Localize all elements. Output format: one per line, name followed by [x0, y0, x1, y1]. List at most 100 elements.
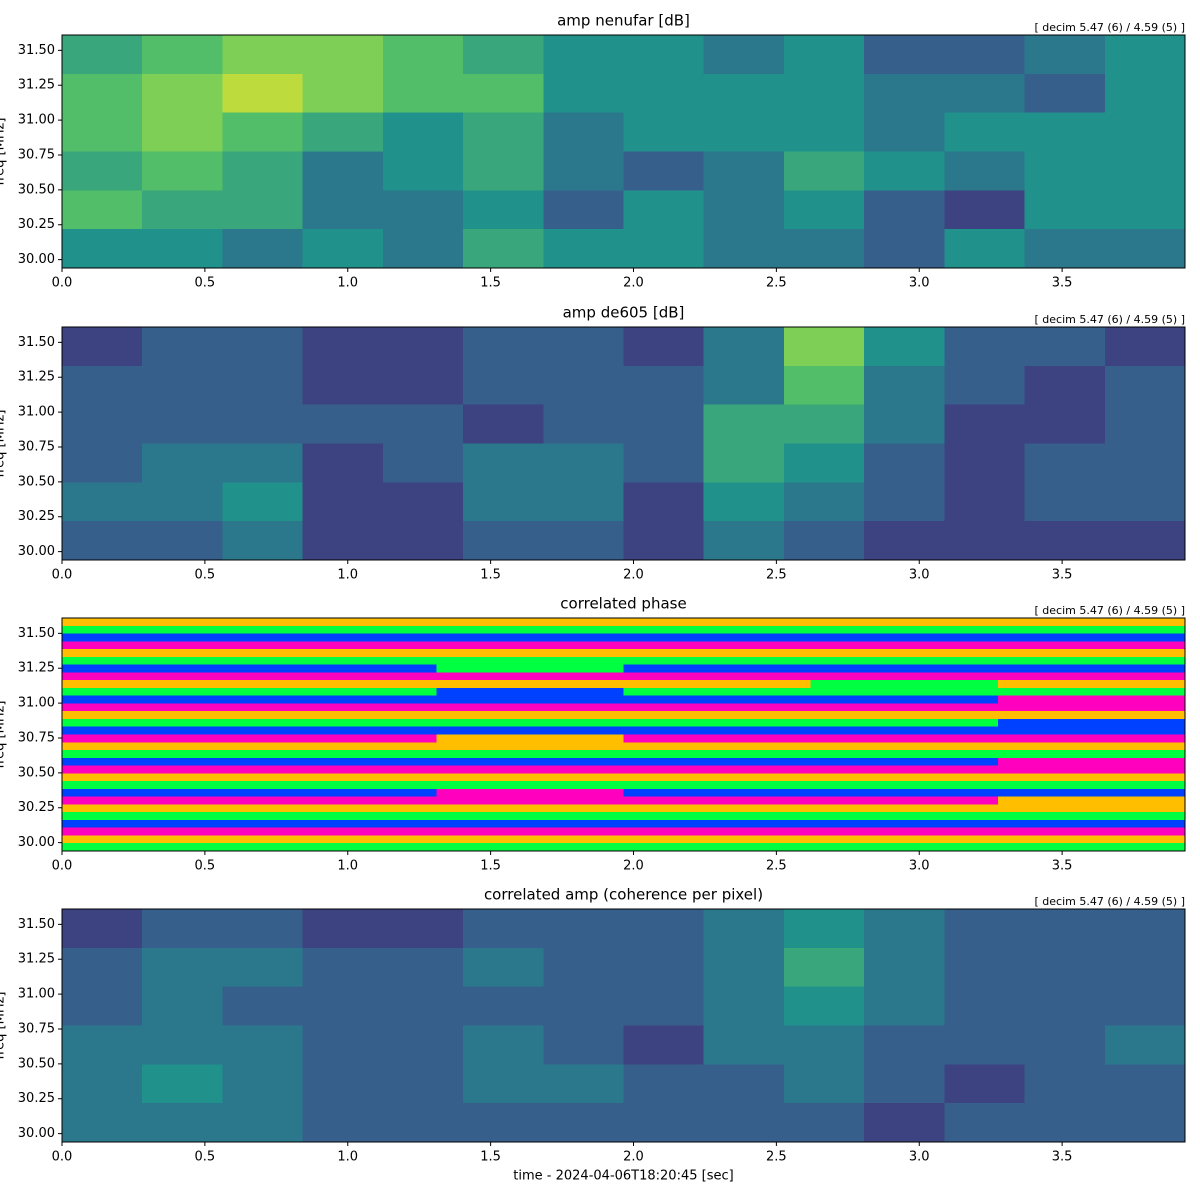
heatmap-cell — [864, 521, 945, 561]
heatmap-cell — [142, 190, 223, 230]
heatmap-cell — [222, 443, 304, 483]
heatmap-cell — [463, 73, 544, 114]
heatmap-cell — [302, 443, 384, 483]
heatmap-cell — [623, 781, 812, 790]
y-tick-label: 30.75 — [18, 730, 55, 745]
heatmap-cell — [997, 734, 1186, 743]
heatmap-cell — [142, 327, 223, 367]
heatmap-cell — [703, 947, 785, 988]
heatmap-cell — [623, 112, 705, 152]
heatmap-cell — [783, 947, 865, 988]
heatmap-cell — [864, 229, 945, 269]
heatmap-cell — [783, 151, 865, 191]
heatmap-cell — [62, 804, 250, 813]
heatmap-cell — [62, 947, 143, 988]
heatmap-cell — [543, 521, 624, 561]
heatmap-cell — [810, 835, 999, 844]
heatmap-cell — [62, 819, 250, 829]
y-tick-label: 30.00 — [18, 544, 55, 559]
heatmap-cell — [703, 327, 785, 367]
x-tick-label: 1.5 — [480, 276, 501, 291]
heatmap-cell — [222, 909, 304, 949]
x-tick-label: 3.5 — [1052, 859, 1073, 874]
heatmap-cell — [543, 947, 624, 988]
annotation: [ decim 5.47 (6) / 4.59 (5) ] — [1035, 604, 1185, 617]
heatmap-cell — [142, 151, 223, 191]
heatmap-cell — [436, 687, 624, 697]
chart-title: correlated amp (coherence per pixel) — [484, 886, 763, 904]
heatmap-cell — [62, 687, 250, 697]
heatmap-cell — [623, 633, 812, 642]
heatmap-cell — [623, 1064, 705, 1104]
heatmap-cell — [1104, 73, 1186, 114]
y-tick-label: 30.00 — [18, 252, 55, 267]
heatmap-cell — [142, 947, 223, 988]
heatmap-cell — [944, 986, 1026, 1026]
heatmap-cell — [1104, 1064, 1186, 1104]
y-tick-label: 31.25 — [18, 370, 55, 385]
heatmap-cell — [944, 35, 1026, 75]
heatmap-cell — [997, 827, 1186, 836]
heatmap-cell — [864, 404, 945, 444]
heatmap-cell — [703, 1064, 785, 1104]
heatmap-cell — [543, 404, 624, 444]
heatmap-cell — [810, 633, 999, 642]
x-tick-label: 3.0 — [909, 568, 930, 583]
heatmap-cell — [623, 327, 705, 367]
heatmap-cell — [436, 641, 624, 650]
heatmap-cell — [703, 404, 785, 444]
heatmap-cell — [382, 229, 464, 269]
heatmap-cell — [62, 1025, 143, 1065]
heatmap-cell — [62, 827, 250, 836]
heatmap-cell — [703, 229, 785, 269]
heatmap-cell — [62, 1103, 143, 1143]
heatmap-cell — [703, 1025, 785, 1065]
heatmap-cell — [249, 711, 437, 720]
x-tick-label: 0.0 — [52, 568, 73, 583]
heatmap-cell — [543, 112, 624, 152]
heatmap-cell — [142, 1025, 223, 1065]
heatmap-cell — [463, 365, 544, 406]
heatmap-cell — [249, 680, 437, 689]
heatmap-cell — [463, 443, 544, 483]
heatmap-cell — [623, 804, 812, 813]
heatmap-cell — [62, 718, 250, 728]
heatmap-cell — [62, 327, 143, 367]
heatmap-cell — [623, 365, 705, 406]
y-tick-label: 31.50 — [18, 626, 55, 641]
y-tick-label: 31.00 — [18, 987, 55, 1002]
heatmap-cell — [623, 986, 705, 1026]
heatmap-cell — [463, 482, 544, 522]
heatmap-cell — [623, 909, 705, 949]
heatmap-cell — [944, 190, 1026, 230]
heatmap-cell — [1104, 521, 1186, 561]
heatmap-cell — [783, 112, 865, 152]
heatmap-cell — [62, 190, 143, 230]
heatmap-cell — [142, 1064, 223, 1104]
heatmap-cell — [62, 796, 250, 805]
heatmap-cell — [249, 742, 437, 751]
heatmap-cell — [810, 695, 999, 704]
heatmap-cell — [810, 703, 999, 712]
heatmap-cell — [249, 827, 437, 836]
heatmap-cell — [783, 365, 865, 406]
heatmap-cell — [864, 947, 945, 988]
heatmap-cell — [703, 190, 785, 230]
heatmap-cell — [382, 112, 464, 152]
heatmap-cell — [62, 664, 250, 673]
heatmap-cell — [142, 35, 223, 75]
heatmap-cell — [62, 742, 250, 751]
heatmap-cell — [436, 827, 624, 836]
x-tick-label: 3.5 — [1052, 276, 1073, 291]
heatmap-cell — [62, 843, 250, 852]
plot-frame — [61, 34, 1186, 269]
heatmap-cell — [382, 1064, 464, 1104]
heatmap-cell — [249, 765, 437, 774]
heatmap-cell — [62, 672, 250, 681]
heatmap-cell — [62, 695, 250, 704]
heatmap-cell — [810, 750, 999, 759]
heatmap-cell — [1024, 986, 1106, 1026]
heatmap-cell — [810, 765, 999, 774]
heatmap-cell — [810, 781, 999, 790]
heatmap-cell — [864, 35, 945, 75]
